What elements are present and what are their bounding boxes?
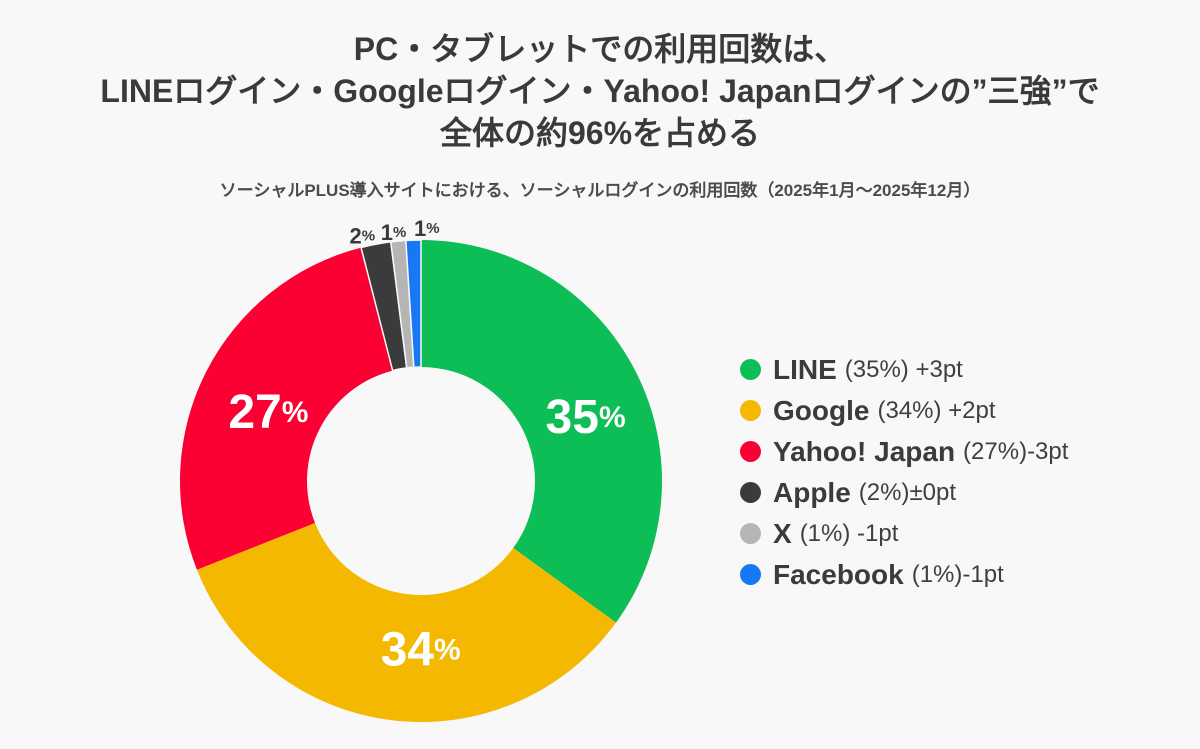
legend-value: (2%)±0pt	[858, 478, 956, 506]
legend: LINE (35%) +3pt Google (34%) +2pt Yahoo!…	[740, 353, 1068, 591]
legend-item-facebook: Facebook (1%)-1pt	[740, 558, 1068, 591]
legend-value: (34%) +2pt	[877, 396, 996, 424]
legend-name: Facebook	[773, 558, 904, 590]
slice-label-line: 35%	[546, 391, 626, 444]
slice-label-facebook: 1%	[414, 216, 440, 241]
legend-item-google: Google (34%) +2pt	[740, 394, 1068, 427]
headline-line-2: LINEログイン・Googleログイン・Yahoo! Japanログインの”三強…	[100, 73, 1100, 109]
legend-value: (1%)-1pt	[911, 560, 1004, 588]
legend-item-apple: Apple (2%)±0pt	[740, 476, 1068, 509]
legend-color-dot	[740, 564, 761, 585]
legend-color-dot	[740, 441, 761, 462]
legend-value: (27%)-3pt	[963, 437, 1069, 465]
slice-label-apple: 2%	[349, 223, 375, 248]
legend-value: (35%) +3pt	[844, 355, 963, 383]
slice-line	[421, 240, 662, 623]
legend-name: Yahoo! Japan	[773, 435, 956, 467]
slice-label-yahoo-japan: 27%	[228, 386, 308, 439]
legend-item-line: LINE (35%) +3pt	[740, 353, 1068, 386]
legend-color-dot	[740, 523, 761, 544]
legend-name: LINE	[773, 353, 837, 385]
slice-facebook	[405, 239, 422, 369]
headline: PC・タブレットでの利用回数は、 LINEログイン・Googleログイン・Yah…	[0, 28, 1200, 154]
slice-yahoo-japan	[179, 247, 393, 570]
donut-chart: 35% 34% 27% 2% 1% 1%	[141, 201, 701, 749]
legend-color-dot	[740, 482, 761, 503]
legend-name: X	[773, 517, 792, 549]
legend-name: Google	[773, 394, 870, 426]
legend-value: (1%) -1pt	[799, 519, 899, 547]
legend-color-dot	[740, 400, 761, 421]
headline-line-1: PC・タブレットでの利用回数は、	[353, 31, 847, 67]
legend-name: Apple	[773, 476, 851, 508]
slice-label-x: 1%	[381, 220, 407, 245]
legend-item-yahoo-japan: Yahoo! Japan (27%)-3pt	[740, 435, 1068, 468]
legend-color-dot	[740, 359, 761, 380]
legend-item-x: X (1%) -1pt	[740, 517, 1068, 550]
slice-google	[196, 522, 616, 723]
chart-subtitle: ソーシャルPLUS導入サイトにおける、ソーシャルログインの利用回数（2025年1…	[219, 181, 981, 200]
slice-label-google: 34%	[381, 623, 461, 676]
headline-line-3: 全体の約96%を占める	[439, 115, 761, 151]
donut-chart-svg: 35%34%27%2% 1% 1%	[179, 216, 662, 723]
